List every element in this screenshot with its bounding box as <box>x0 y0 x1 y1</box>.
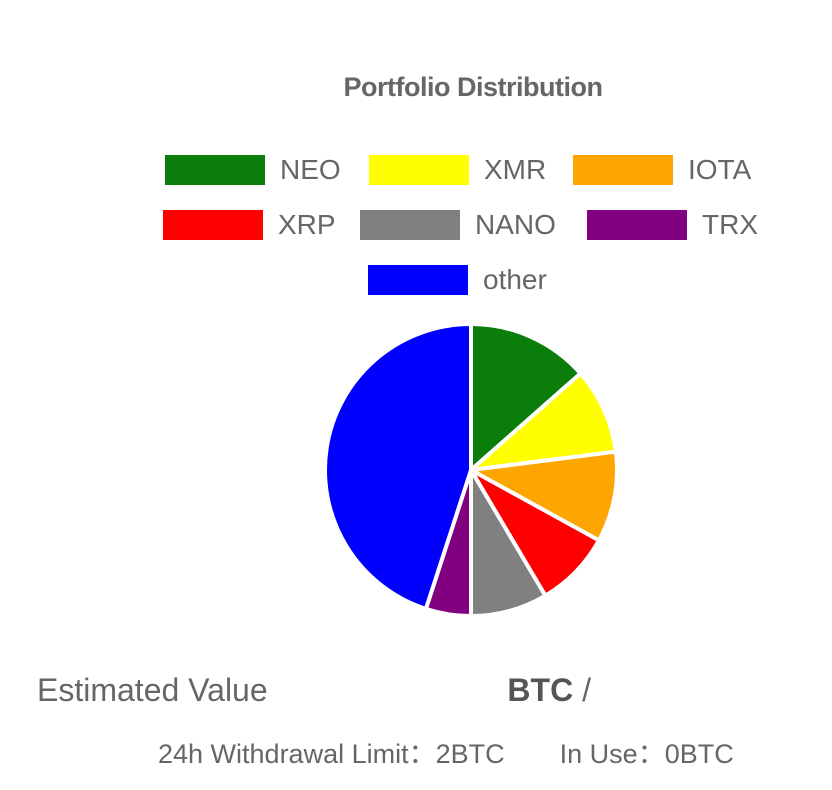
legend-item-xrp[interactable]: XRP <box>163 209 336 241</box>
pie-slice-iota[interactable] <box>469 449 619 543</box>
estimated-value-unit: BTC <box>507 672 574 708</box>
legend-item-xmr[interactable]: XMR <box>369 154 546 186</box>
legend-label: TRX <box>702 209 758 240</box>
withdrawal-limit-text: 24h Withdrawal Limit：2BTC <box>158 739 505 769</box>
legend-label: XRP <box>278 209 336 240</box>
chart-title: Portfolio Distribution <box>343 72 603 102</box>
legend-label: XMR <box>484 154 547 185</box>
legend-label: NEO <box>280 154 341 185</box>
estimated-value-row: Estimated Value BTC / <box>37 672 614 709</box>
pie-chart <box>323 322 619 618</box>
in-use-text: In Use：0BTC <box>559 739 734 769</box>
pie-slice-other[interactable] <box>323 322 473 611</box>
legend-swatch <box>573 155 673 185</box>
redacted-value-secondary <box>600 678 614 708</box>
redacted-value <box>277 678 499 708</box>
legend-label: NANO <box>475 209 556 240</box>
pie-slice-neo[interactable] <box>469 322 583 472</box>
legend-swatch <box>369 155 469 185</box>
legend-label: IOTA <box>688 154 752 185</box>
legend-item-neo[interactable]: NEO <box>165 154 341 186</box>
withdrawal-limit-row: 24h Withdrawal Limit：2BTC In Use：0BTC <box>158 732 734 771</box>
estimated-value-label: Estimated Value <box>37 672 268 708</box>
legend-item-nano[interactable]: NANO <box>360 209 556 241</box>
legend-swatch <box>165 155 265 185</box>
legend-swatch <box>368 265 468 295</box>
value-separator: / <box>582 672 591 708</box>
legend-item-other[interactable]: other <box>368 264 547 296</box>
legend-item-trx[interactable]: TRX <box>587 209 758 241</box>
legend-item-iota[interactable]: IOTA <box>573 154 751 186</box>
legend-swatch <box>163 210 263 240</box>
legend-swatch <box>587 210 687 240</box>
legend-swatch <box>360 210 460 240</box>
legend-label: other <box>483 264 547 295</box>
